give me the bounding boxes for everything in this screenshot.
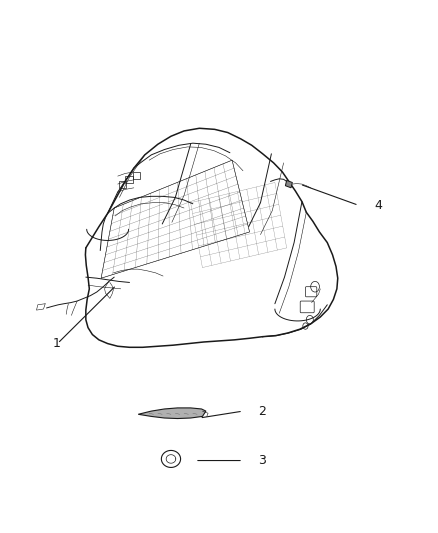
Text: 4: 4 [374,199,382,212]
Bar [125,176,133,182]
Bar [119,181,127,188]
Text: 3: 3 [258,454,266,467]
Polygon shape [138,408,206,418]
Text: 1: 1 [53,337,61,350]
Text: 2: 2 [258,405,266,417]
Bar [133,172,141,179]
Polygon shape [286,180,292,188]
